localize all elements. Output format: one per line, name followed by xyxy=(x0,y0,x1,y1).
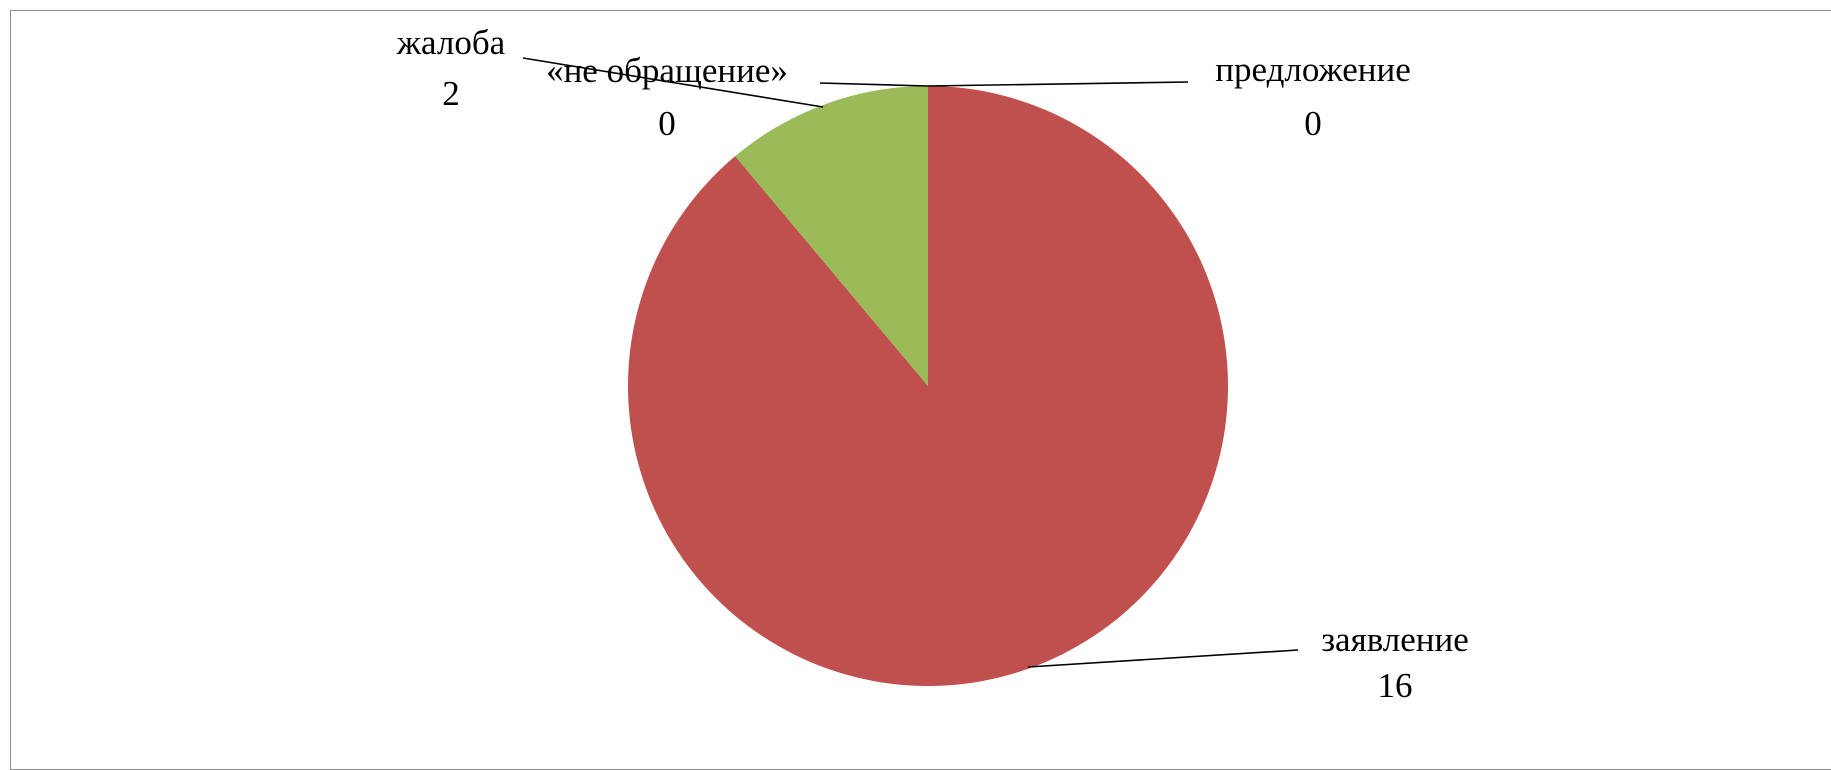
leader-lines xyxy=(522,57,1299,668)
leader-line-predlozhenie xyxy=(927,81,1189,87)
data-label-zayavlenie-value: 16 xyxy=(1378,666,1413,705)
data-label-zhaloba-value: 2 xyxy=(442,74,460,113)
pie-slice-3 xyxy=(735,86,928,386)
data-label-ne-obrashchenie-value: 0 xyxy=(658,104,676,143)
data-label-zhaloba-category: жалоба xyxy=(396,23,506,62)
leader-line-zayavlenie xyxy=(1027,649,1299,668)
data-labels: предложение 0 заявление 16 жалоба 2 «не … xyxy=(396,23,1469,705)
pie-slices xyxy=(627,86,1228,686)
leader-line-ne-obrashchenie xyxy=(819,82,929,87)
data-label-predlozhenie-category: предложение xyxy=(1215,50,1410,89)
data-label-zayavlenie-category: заявление xyxy=(1321,620,1469,659)
leader-line-zhaloba xyxy=(522,57,824,108)
data-label-ne-obrashchenie-category: «не обращение» xyxy=(546,51,788,90)
data-label-predlozhenie-value: 0 xyxy=(1304,104,1322,143)
